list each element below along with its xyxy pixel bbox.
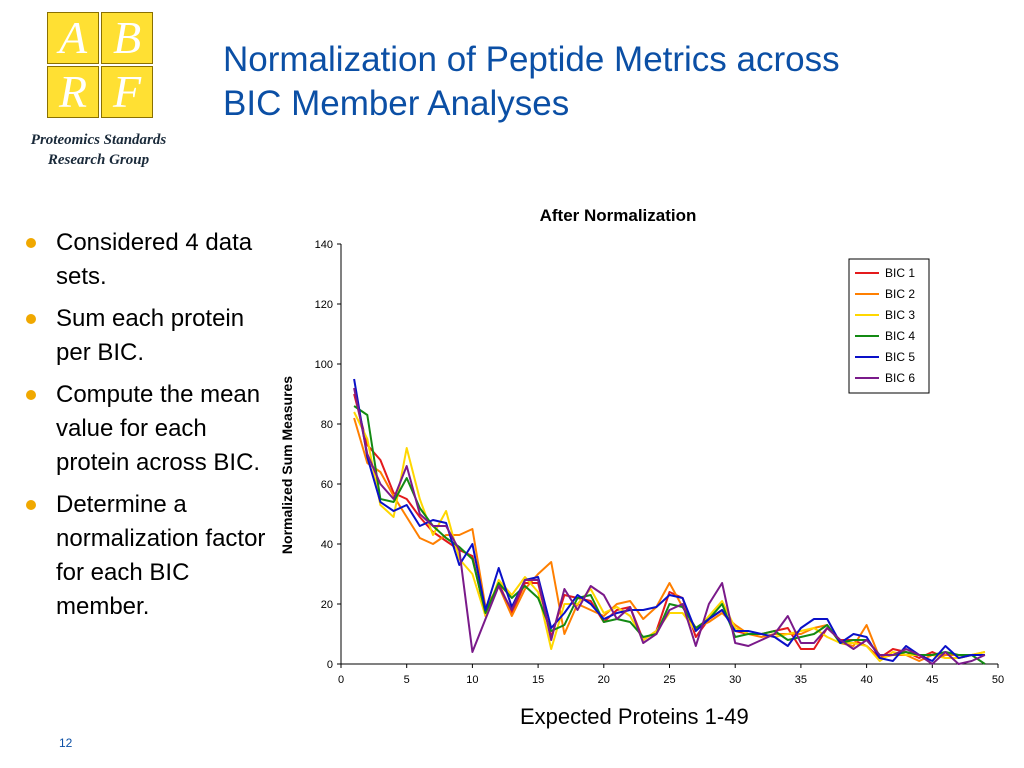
legend-label: BIC 4 (885, 329, 915, 343)
x-tick-label: 25 (663, 674, 675, 686)
bullet-list: Considered 4 data sets. Sum each protein… (22, 226, 272, 632)
logo-caption-line2: Research Group (47, 152, 150, 168)
y-tick-label: 40 (321, 539, 333, 551)
bullet-item: Sum each protein per BIC. (22, 302, 272, 370)
y-tick-label: 60 (321, 479, 333, 491)
page-number: 12 (59, 736, 73, 750)
bullet-text: Sum each protein per BIC. (56, 305, 245, 366)
x-tick-label: 0 (338, 674, 344, 686)
chart-title: After Normalization (540, 206, 697, 225)
chart-axes: 0 20 40 60 80 100 120 140 0 5 10 15 20 25 30 35 40 45 50 (315, 239, 1004, 686)
x-tick-label: 10 (466, 674, 478, 686)
x-tick-label: 40 (860, 674, 872, 686)
logo-letter-a: A (47, 12, 99, 64)
bullet-dot-icon (26, 314, 36, 324)
slide-title-line2: BIC Member Analyses (223, 84, 570, 123)
chart-series-lines (353, 378, 986, 665)
bullet-item: Determine a normalization factor for eac… (22, 488, 272, 624)
y-tick-label: 100 (315, 359, 333, 371)
bullet-dot-icon (26, 500, 36, 510)
chart-y-axis-label: Normalized Sum Measures (279, 376, 295, 554)
logo-letter-b: B (101, 12, 153, 64)
bullet-text: Determine a normalization factor for eac… (56, 491, 266, 620)
logo-letter-r: R (47, 66, 99, 118)
x-tick-label: 20 (598, 674, 610, 686)
y-tick-label: 120 (315, 299, 333, 311)
x-tick-label: 15 (532, 674, 544, 686)
abrf-logo: A B R F (47, 12, 153, 118)
y-tick-label: 80 (321, 419, 333, 431)
logo-letter-f: F (101, 66, 153, 118)
bullet-dot-icon (26, 238, 36, 248)
bullet-text: Compute the mean value for each protein … (56, 381, 261, 476)
bullet-dot-icon (26, 390, 36, 400)
x-tick-label: 30 (729, 674, 741, 686)
normalization-line-chart: After Normalization Normalized Sum Measu… (279, 206, 1004, 686)
legend-label: BIC 5 (885, 350, 915, 364)
logo-caption-line1: Proteomics Standards (30, 132, 167, 148)
logo-caption: Proteomics Standards Research Group (0, 130, 197, 170)
y-tick-label: 0 (327, 659, 333, 671)
slide-title: Normalization of Peptide Metrics across … (223, 38, 1013, 126)
bullet-text: Considered 4 data sets. (56, 229, 253, 290)
slide-title-line1: Normalization of Peptide Metrics across (223, 40, 840, 79)
series-line-bic-6 (353, 387, 986, 665)
y-tick-label: 140 (315, 239, 333, 251)
x-axis-caption: Expected Proteins 1-49 (520, 704, 749, 729)
bullet-item: Considered 4 data sets. (22, 226, 272, 294)
bullet-item: Compute the mean value for each protein … (22, 378, 272, 480)
legend-label: BIC 1 (885, 266, 915, 280)
series-line-bic-1 (353, 393, 985, 659)
series-line-bic-3 (353, 411, 986, 662)
legend-label: BIC 2 (885, 287, 915, 301)
chart-legend: BIC 1 BIC 2 BIC 3 BIC 4 BIC 5 BIC 6 (848, 258, 930, 394)
x-tick-label: 50 (992, 674, 1004, 686)
legend-box (848, 258, 930, 394)
y-tick-label: 20 (321, 599, 333, 611)
legend-label: BIC 6 (885, 371, 915, 385)
x-tick-label: 35 (795, 674, 807, 686)
x-tick-label: 5 (404, 674, 410, 686)
series-line-bic-5 (353, 378, 985, 662)
legend-label: BIC 3 (885, 308, 915, 322)
x-tick-label: 45 (926, 674, 938, 686)
